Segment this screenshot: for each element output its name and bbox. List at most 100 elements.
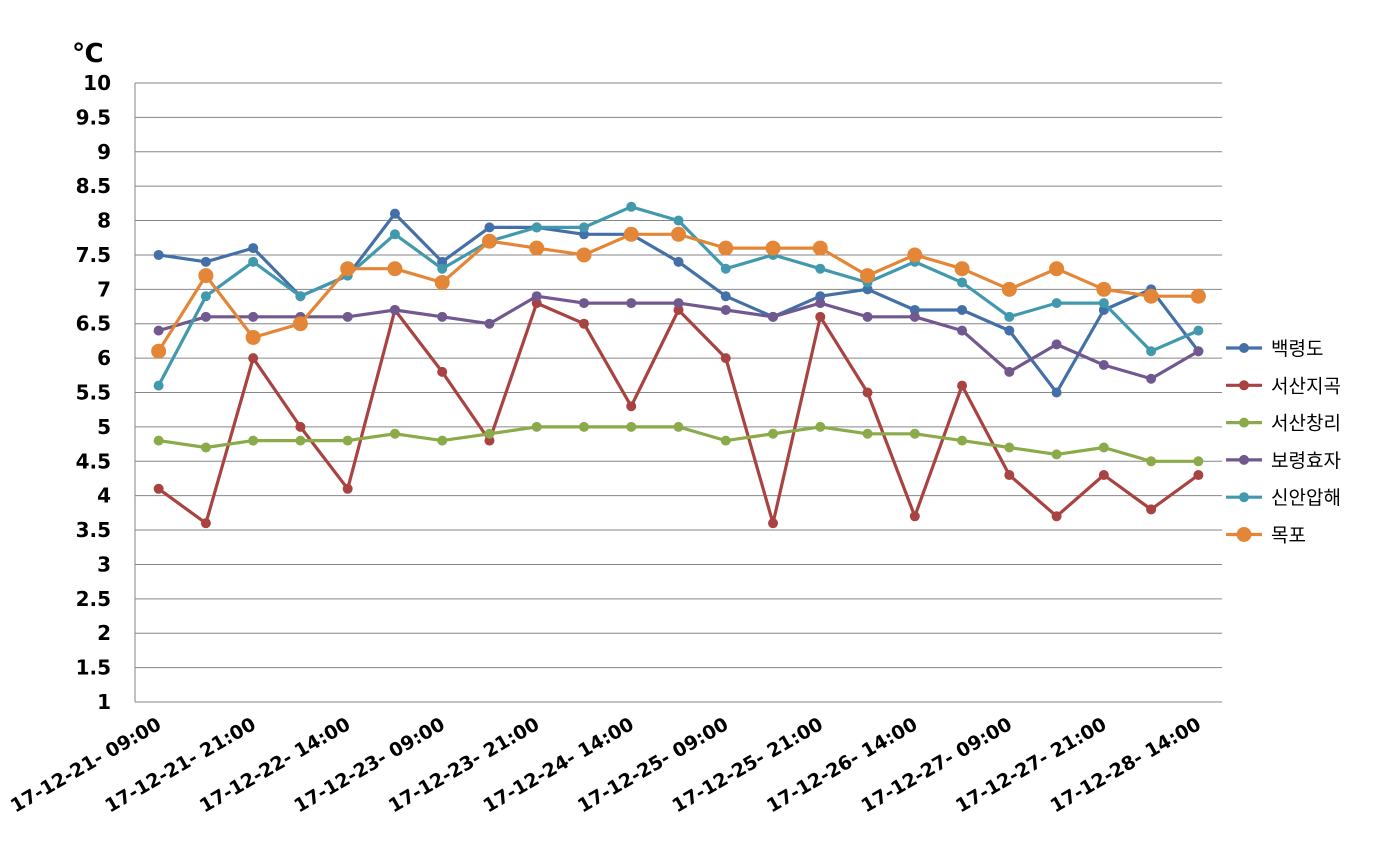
y-tick-label: 2 [97, 621, 111, 645]
x-tick-label: 17-12-24- 14:00 [479, 713, 637, 817]
y-tick-label: 5 [97, 415, 111, 439]
y-tick-label: 4.5 [76, 449, 111, 473]
y-tick-label: 10 [83, 71, 111, 95]
data-point [815, 298, 826, 309]
y-tick-label: 1 [97, 690, 111, 714]
y-tick-label: 3.5 [76, 518, 111, 542]
y-tick-label: 5.5 [76, 381, 111, 405]
y-tick-label: 3 [97, 552, 111, 576]
data-point [340, 261, 356, 277]
data-point [862, 284, 873, 295]
data-point [578, 229, 589, 240]
x-tick-label: 17-12-21- 21:00 [101, 713, 259, 817]
legend-label: 서산지곡 [1271, 375, 1341, 397]
legend-item-sinan-aphae: 신안압해 [1226, 487, 1341, 509]
data-point [720, 435, 731, 446]
legend-swatch-marker [1239, 343, 1249, 353]
data-point [578, 222, 589, 233]
data-point [1193, 346, 1204, 357]
data-point [342, 311, 353, 322]
data-point [673, 421, 684, 432]
data-point [342, 435, 353, 446]
data-point [1004, 442, 1015, 453]
legend-label: 보령효자 [1271, 450, 1341, 472]
y-tick-label: 1.5 [76, 656, 111, 680]
data-point [673, 304, 684, 315]
data-point [720, 291, 731, 302]
data-point [1098, 359, 1109, 370]
data-point [248, 256, 259, 267]
data-point [1051, 511, 1062, 522]
data-point [862, 387, 873, 398]
x-tick-label: 17-12-21- 09:00 [7, 713, 165, 817]
data-point [1146, 373, 1157, 384]
data-point [1098, 442, 1109, 453]
data-point [1004, 311, 1015, 322]
x-tick-label: 17-12-28- 14:00 [1047, 713, 1205, 817]
legend-swatch-marker [1239, 454, 1249, 465]
data-point [484, 222, 495, 233]
data-point [437, 256, 448, 267]
legend-item-seosan-changri: 서산창리 [1226, 413, 1341, 435]
data-point [954, 261, 970, 277]
data-point [576, 247, 592, 263]
data-point [1146, 504, 1157, 515]
data-point [1051, 298, 1062, 309]
data-point [1098, 470, 1109, 481]
y-tick-label: 7.5 [76, 243, 111, 267]
legend-item-mokpo: 목포 [1226, 525, 1306, 547]
legend-label: 백령도 [1271, 338, 1323, 360]
data-point [531, 298, 542, 309]
data-point [1146, 346, 1157, 357]
series-seosan-jigok [153, 298, 1204, 529]
data-point [248, 435, 259, 446]
data-point [151, 343, 167, 359]
series-mokpo [151, 226, 1206, 359]
x-tick-label: 17-12-23- 09:00 [290, 713, 448, 817]
data-point [153, 483, 164, 494]
data-point [626, 421, 637, 432]
data-point [1096, 281, 1112, 297]
legend-label: 서산창리 [1271, 413, 1341, 435]
y-tick-labels: 1 1.5 2 2.5 3 3.5 4 4.5 5 5.5 6 6.5 7 7.5 8 8.5 9 9.5 10 [76, 71, 111, 714]
y-tick-label: 8.5 [76, 174, 111, 198]
data-point [248, 353, 259, 364]
data-point [389, 208, 400, 219]
data-point [387, 261, 403, 277]
data-point [578, 298, 589, 309]
legend-item-baengnyeongdo: 백령도 [1226, 338, 1323, 360]
data-point [153, 435, 164, 446]
data-point [1051, 339, 1062, 350]
legend-label: 목포 [1271, 525, 1306, 547]
data-point [1004, 470, 1015, 481]
data-point [292, 316, 308, 332]
data-point [153, 325, 164, 336]
data-point [578, 421, 589, 432]
data-point [957, 304, 968, 315]
data-point [768, 311, 779, 322]
data-point [437, 366, 448, 377]
data-point [1193, 470, 1204, 481]
data-point [768, 518, 779, 529]
legend-swatch-marker [1239, 380, 1249, 391]
gridlines [135, 82, 1222, 669]
data-point [671, 226, 686, 242]
data-point [1051, 387, 1062, 398]
data-point [531, 421, 542, 432]
legend-item-boryeong-hyoja: 보령효자 [1226, 450, 1341, 472]
data-point [720, 304, 731, 315]
data-point [484, 435, 495, 446]
data-point [198, 268, 214, 284]
data-point [720, 263, 731, 274]
data-point [718, 240, 734, 256]
data-point [626, 298, 637, 309]
data-point [673, 298, 684, 309]
data-point [245, 329, 261, 345]
data-point [434, 274, 450, 290]
data-point [153, 249, 164, 260]
data-point [815, 421, 826, 432]
legend-swatch-marker [1239, 417, 1249, 428]
data-point [957, 380, 968, 391]
